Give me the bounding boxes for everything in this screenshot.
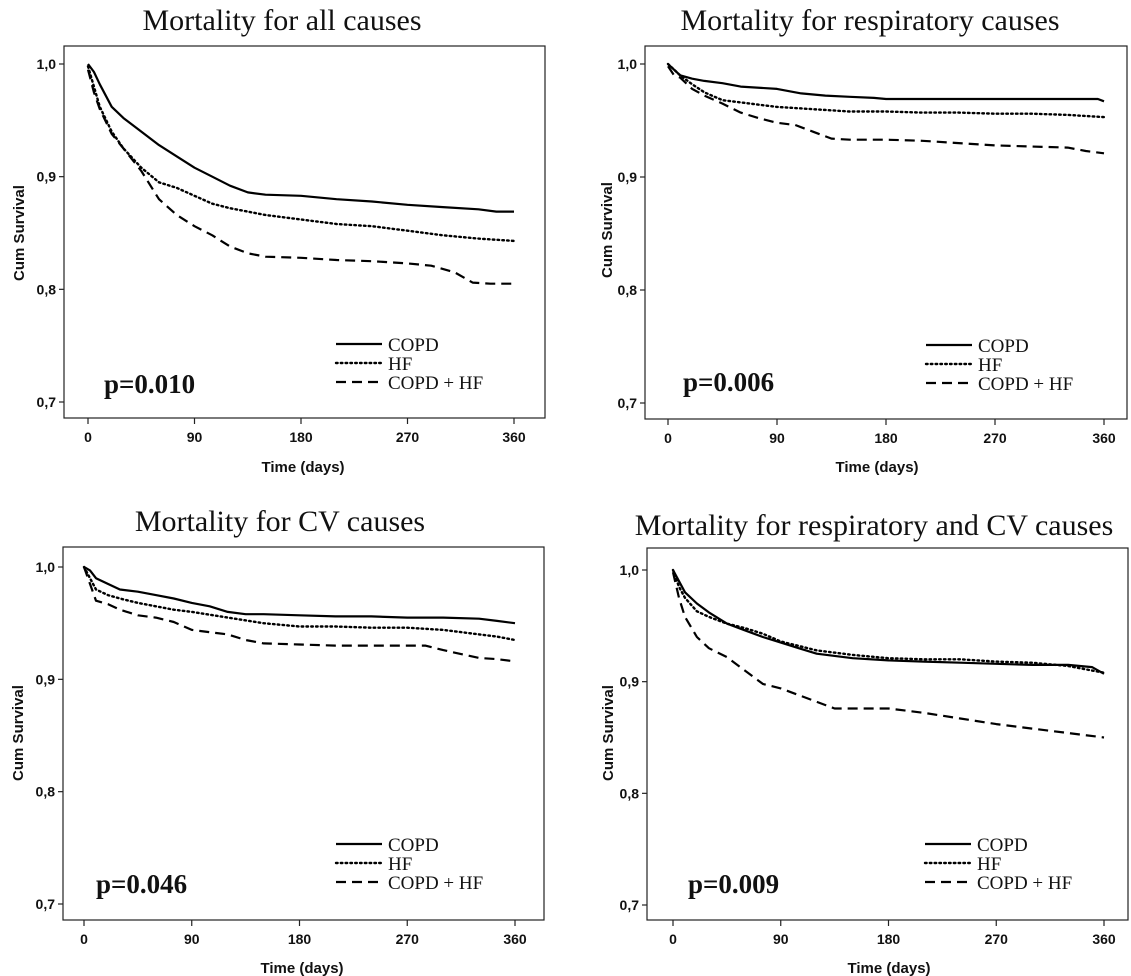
x-tick-label: 360 xyxy=(502,429,526,445)
legend-label-copd-plus-hf: COPD + HF xyxy=(977,873,1072,894)
x-axis-label: Time (days) xyxy=(260,960,343,976)
x-tick-label: 360 xyxy=(1092,931,1116,947)
chart-panel-1: Mortality for all causes 0,7 0,8 0,9 1,0 0 90 1… xyxy=(11,4,546,476)
x-axis-label: Time (days) xyxy=(847,960,930,976)
chart-panel-4: Mortality for respiratory and CV causes 0… xyxy=(600,509,1129,976)
x-tick-label: 360 xyxy=(503,931,527,947)
legend-label-hf: HF xyxy=(978,355,1002,376)
plot-frame xyxy=(62,546,545,921)
x-tick-label: 90 xyxy=(187,429,203,445)
series-line-copd xyxy=(672,569,1105,675)
y-tick-label: 1,0 xyxy=(620,562,640,578)
y-tick-label: 0,7 xyxy=(620,897,640,913)
y-tick-label: 1,0 xyxy=(37,56,57,72)
y-tick-label: 0,9 xyxy=(620,674,640,690)
x-tick-label: 270 xyxy=(983,430,1007,446)
chart-title: Mortality for CV causes xyxy=(135,505,425,538)
plot-frame xyxy=(644,45,1128,420)
chart-title: Mortality for all causes xyxy=(142,4,421,37)
series-line-copd xyxy=(667,63,1105,103)
x-axis-label: Time (days) xyxy=(261,459,344,476)
legend-label-hf: HF xyxy=(388,354,412,375)
x-tick-label: 180 xyxy=(874,430,898,446)
series-line-copd xyxy=(83,566,516,625)
y-tick-label: 0,9 xyxy=(618,169,638,185)
series-line-copd-plus-hf xyxy=(671,571,1105,739)
p-value-annotation: p=0.046 xyxy=(96,869,187,899)
chart-panel-2: Mortality for respiratory causes 0,7 0,8 0,… xyxy=(599,4,1128,476)
legend-label-hf: HF xyxy=(388,854,412,875)
legend-label-copd: COPD xyxy=(977,835,1028,856)
series-line-copd xyxy=(87,63,514,213)
x-tick-label: 0 xyxy=(84,429,92,445)
x-tick-label: 0 xyxy=(664,430,672,446)
x-tick-label: 90 xyxy=(184,931,200,947)
legend-label-copd: COPD xyxy=(978,336,1029,357)
x-tick-label: 0 xyxy=(669,931,677,947)
p-value-annotation: p=0.009 xyxy=(688,869,779,899)
y-tick-label: 0,9 xyxy=(37,169,57,185)
series-line-hf xyxy=(671,568,1106,674)
x-tick-label: 90 xyxy=(769,430,785,446)
x-tick-label: 180 xyxy=(289,429,313,445)
x-tick-label: 270 xyxy=(985,931,1009,947)
y-axis-label: Cum Survival xyxy=(600,685,617,781)
y-axis-label: Cum Survival xyxy=(599,182,616,278)
x-tick-label: 90 xyxy=(773,931,789,947)
series-line-hf xyxy=(82,565,517,642)
y-tick-label: 0,8 xyxy=(36,784,56,800)
y-tick-label: 1,0 xyxy=(618,56,638,72)
legend-label-copd-plus-hf: COPD + HF xyxy=(388,873,483,894)
p-value-annotation: p=0.006 xyxy=(683,367,774,397)
series-line-copd-plus-hf xyxy=(667,65,1105,155)
plot-frame xyxy=(646,547,1129,921)
x-tick-label: 270 xyxy=(396,931,420,947)
series-line-copd-plus-hf xyxy=(86,69,514,285)
p-value-annotation: p=0.010 xyxy=(104,369,195,399)
legend-label-copd: COPD xyxy=(388,835,439,856)
legend-label-copd: COPD xyxy=(388,335,439,356)
series-line-hf xyxy=(86,65,516,243)
y-axis-label: Cum Survival xyxy=(10,685,27,781)
series-line-hf xyxy=(666,62,1106,119)
x-tick-label: 0 xyxy=(80,931,88,947)
x-tick-label: 180 xyxy=(288,931,312,947)
chart-panel-3: Mortality for CV causes 0,7 0,8 0,9 1,0 0 90 18… xyxy=(10,505,545,976)
x-axis-label: Time (days) xyxy=(835,459,918,476)
series-line-copd-plus-hf xyxy=(82,566,516,663)
legend-label-hf: HF xyxy=(977,854,1001,875)
y-tick-label: 0,8 xyxy=(37,281,57,297)
x-tick-label: 360 xyxy=(1092,430,1116,446)
y-tick-label: 0,9 xyxy=(36,671,56,687)
y-tick-label: 1,0 xyxy=(36,559,56,575)
x-tick-label: 270 xyxy=(396,429,420,445)
y-tick-label: 0,7 xyxy=(36,896,56,912)
plot-frame xyxy=(63,45,546,419)
y-tick-label: 0,8 xyxy=(620,785,640,801)
y-tick-label: 0,7 xyxy=(37,394,57,410)
x-tick-label: 180 xyxy=(877,931,901,947)
legend-label-copd-plus-hf: COPD + HF xyxy=(978,374,1073,395)
y-tick-label: 0,7 xyxy=(618,395,638,411)
y-tick-label: 0,8 xyxy=(618,282,638,298)
chart-title: Mortality for respiratory and CV causes xyxy=(635,509,1114,542)
chart-title: Mortality for respiratory causes xyxy=(680,4,1059,37)
legend-label-copd-plus-hf: COPD + HF xyxy=(388,373,483,394)
y-axis-label: Cum Survival xyxy=(11,185,28,281)
